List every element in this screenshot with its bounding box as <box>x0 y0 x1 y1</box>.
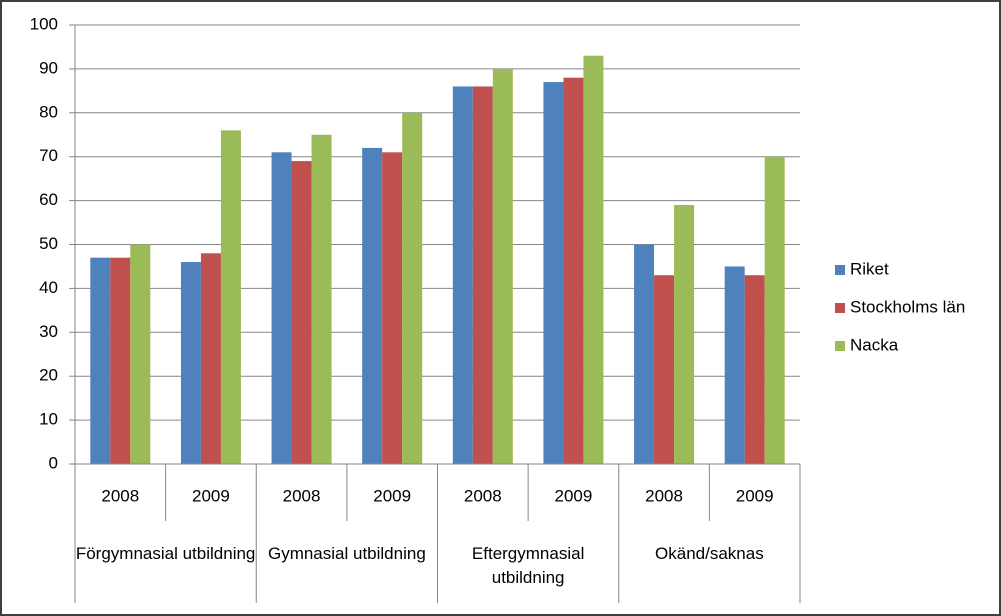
x-tick-label: 2008 <box>464 486 502 505</box>
legend-swatch <box>835 265 845 275</box>
bar <box>271 152 292 464</box>
y-tick-label: 60 <box>39 190 58 209</box>
y-tick-label: 40 <box>39 278 58 297</box>
x-tick-label: 2008 <box>283 486 321 505</box>
bar <box>583 55 604 464</box>
bar <box>744 275 765 464</box>
y-tick-label: 0 <box>49 453 58 472</box>
group-label: Okänd/saknas <box>655 544 764 563</box>
group-label-box: Gymnasial utbildning <box>267 544 426 563</box>
bar <box>563 77 584 465</box>
group-label: Eftergymnasial utbildning <box>471 544 585 587</box>
bar <box>452 86 473 465</box>
bar <box>382 152 403 464</box>
y-tick-label: 80 <box>39 102 58 121</box>
bar <box>362 147 383 465</box>
bar <box>311 134 332 464</box>
bar <box>200 253 221 464</box>
legend-label: Stockholms län <box>850 297 965 316</box>
bar <box>402 112 423 465</box>
legend-label: Nacka <box>850 335 899 354</box>
legend-label: Riket <box>850 259 889 278</box>
y-tick-label: 30 <box>39 322 58 341</box>
x-tick-label: 2009 <box>736 486 774 505</box>
x-tick-label: 2008 <box>101 486 139 505</box>
group-label-box: Okänd/saknas <box>655 544 764 563</box>
y-tick-label: 100 <box>30 14 58 33</box>
x-tick-label: 2009 <box>192 486 230 505</box>
bar <box>130 244 151 464</box>
bar <box>543 82 564 464</box>
bar <box>634 244 655 464</box>
x-tick-label: 2008 <box>645 486 683 505</box>
bar <box>492 68 513 465</box>
bar <box>724 266 745 464</box>
group-label-box: Förgymnasial utbildning <box>75 544 256 563</box>
group-label: Förgymnasial utbildning <box>75 544 256 563</box>
bar <box>110 257 131 464</box>
bar <box>654 275 675 464</box>
y-tick-label: 90 <box>39 58 58 77</box>
legend-swatch <box>835 303 845 313</box>
legend-swatch <box>835 341 845 351</box>
bar <box>291 161 312 464</box>
y-tick-label: 10 <box>39 410 58 429</box>
group-label: Gymnasial utbildning <box>267 544 426 563</box>
bar <box>472 86 493 465</box>
bar <box>764 156 785 464</box>
x-tick-label: 2009 <box>555 486 593 505</box>
bar <box>180 262 201 464</box>
bar <box>220 130 241 465</box>
y-tick-label: 50 <box>39 234 58 253</box>
bar <box>674 204 695 465</box>
y-tick-label: 70 <box>39 146 58 165</box>
x-tick-label: 2009 <box>373 486 411 505</box>
group-label-box: Eftergymnasial utbildning <box>471 544 585 587</box>
y-tick-label: 20 <box>39 366 58 385</box>
bar <box>90 257 111 464</box>
